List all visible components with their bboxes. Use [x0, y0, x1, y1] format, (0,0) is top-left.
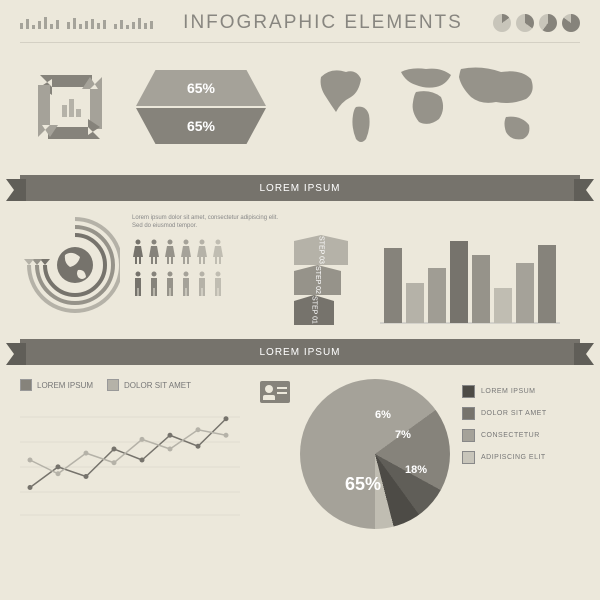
legend-label: LOREM IPSUM [37, 381, 93, 390]
person-female-icon [148, 239, 160, 265]
line-point [140, 437, 145, 442]
cycle-arrows [20, 57, 120, 157]
pie-legend-label: LOREM IPSUM [481, 388, 536, 395]
line-point [28, 485, 33, 490]
bar [494, 288, 512, 323]
line-point [140, 458, 145, 463]
row-1: 65% 65% [0, 43, 600, 171]
people-text: Lorem ipsum dolor sit amet, consectetur … [132, 215, 282, 231]
step-1: STEP 01 [294, 295, 334, 325]
step-3: STEP 03 [294, 235, 348, 265]
pie-slice-label: 18% [405, 464, 427, 476]
bar [450, 241, 468, 323]
legend-item: LOREM IPSUM [20, 379, 93, 391]
mini-bars [20, 17, 59, 29]
legend-swatch [107, 379, 119, 391]
line-point [84, 474, 89, 479]
person-male-icon [164, 271, 176, 297]
pie-legend-item: LOREM IPSUM [462, 385, 547, 398]
pie-legend-swatch [462, 407, 475, 420]
pie-slice-label: 6% [375, 409, 391, 421]
ribbon-1-label: LOREM IPSUM [259, 183, 340, 194]
pie-block: 65% 18% 7% 6% LOREM IPSUM DOLOR SIT AMET CONS… [300, 379, 580, 529]
world-map [282, 57, 580, 157]
people-row-female [132, 239, 282, 265]
line-point [196, 427, 201, 432]
pie-slice-label: 65% [345, 474, 381, 495]
people-row-male [132, 271, 282, 297]
id-badge-icon [260, 381, 290, 403]
hex-top: 65% [136, 70, 266, 106]
people-block: Lorem ipsum dolor sit amet, consectetur … [132, 215, 282, 325]
line-legend: LOREM IPSUM DOLOR SIT AMET [20, 379, 250, 391]
line-point [112, 447, 117, 452]
person-female-icon [180, 239, 192, 265]
line-point [168, 433, 173, 438]
line-point [28, 458, 33, 463]
hex-badge: 65% 65% [136, 70, 266, 144]
page-title: INFOGRAPHIC ELEMENTS [163, 12, 483, 34]
ribbon-1: LOREM IPSUM [20, 175, 580, 201]
mini-pies [493, 14, 580, 32]
person-female-icon [164, 239, 176, 265]
step-2: STEP 02 [294, 265, 341, 295]
mini-bars [114, 17, 153, 29]
radial-globe [20, 215, 120, 325]
legend-swatch [20, 379, 32, 391]
bar [428, 268, 446, 323]
pie-legend: LOREM IPSUM DOLOR SIT AMET CONSECTETUR ADIP… [462, 379, 547, 464]
person-female-icon [196, 239, 208, 265]
pie-legend-item: DOLOR SIT AMET [462, 407, 547, 420]
line-chart [20, 397, 240, 517]
line-point [56, 464, 61, 469]
bar [538, 245, 556, 323]
line-point [168, 447, 173, 452]
person-female-icon [212, 239, 224, 265]
bar [516, 263, 534, 323]
mini-bars [67, 17, 106, 29]
line-point [112, 460, 117, 465]
pie-legend-item: ADIPISCING ELIT [462, 451, 547, 464]
line-point [196, 444, 201, 449]
ribbon-2-label: LOREM IPSUM [259, 347, 340, 358]
row-3: LOREM IPSUM DOLOR SIT AMET 65% 18% 7% 6% LOR… [0, 369, 600, 529]
ribbon-2: LOREM IPSUM [20, 339, 580, 365]
mini-pie [493, 14, 511, 32]
bar [472, 255, 490, 323]
pie-legend-swatch [462, 385, 475, 398]
line-point [224, 433, 229, 438]
pie-chart: 65% 18% 7% 6% [300, 379, 450, 529]
step-arrows: STEP 01STEP 02STEP 03 [294, 215, 348, 325]
legend-label: DOLOR SIT AMET [124, 381, 191, 390]
mini-bars-group [20, 17, 153, 29]
person-male-icon [180, 271, 192, 297]
person-male-icon [196, 271, 208, 297]
person-female-icon [132, 239, 144, 265]
bar-chart [360, 215, 580, 325]
header: INFOGRAPHIC ELEMENTS [0, 0, 600, 42]
bar [384, 248, 402, 323]
line-point [224, 416, 229, 421]
mini-pie [516, 14, 534, 32]
row-2: Lorem ipsum dolor sit amet, consectetur … [0, 205, 600, 335]
pie-legend-label: ADIPISCING ELIT [481, 454, 546, 461]
hex-bottom: 65% [136, 108, 266, 144]
pie-legend-swatch [462, 429, 475, 442]
mini-pie [562, 14, 580, 32]
pie-legend-label: DOLOR SIT AMET [481, 410, 547, 417]
line-point [56, 471, 61, 476]
bar [406, 283, 424, 323]
pie-legend-swatch [462, 451, 475, 464]
pie-slice-label: 7% [395, 429, 411, 441]
line-point [84, 451, 89, 456]
pie-legend-item: CONSECTETUR [462, 429, 547, 442]
legend-item: DOLOR SIT AMET [107, 379, 191, 391]
pie-legend-label: CONSECTETUR [481, 432, 540, 439]
mini-pie [539, 14, 557, 32]
person-male-icon [132, 271, 144, 297]
person-male-icon [148, 271, 160, 297]
person-male-icon [212, 271, 224, 297]
